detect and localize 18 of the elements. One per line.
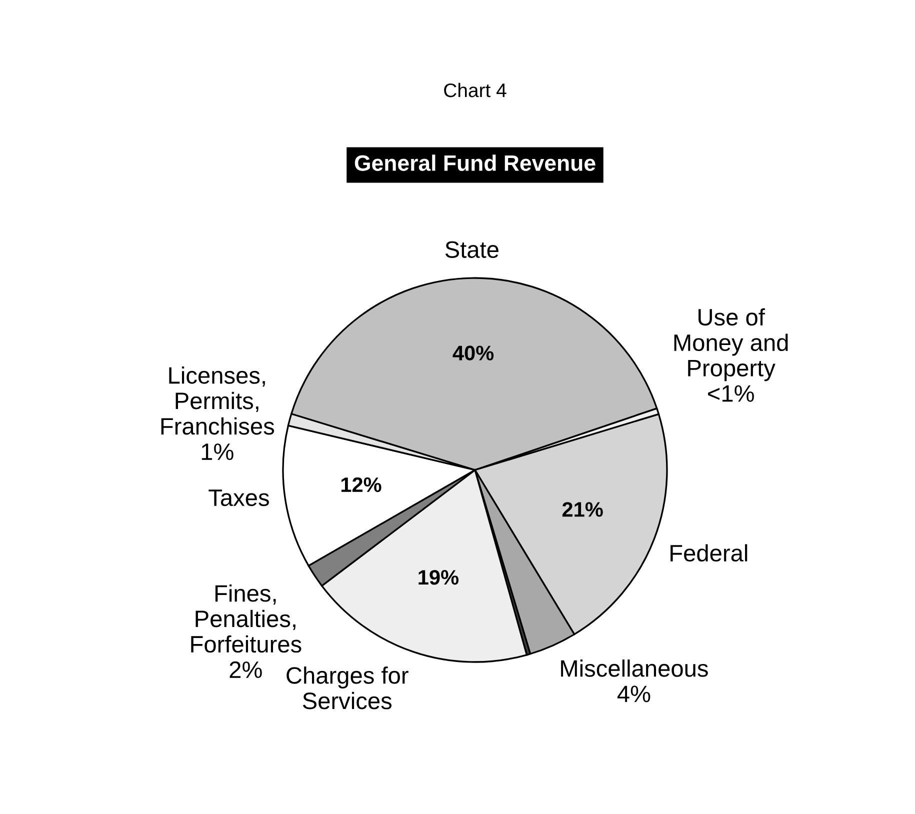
data-label: 4%	[617, 686, 650, 702]
data-label: 2%	[230, 661, 262, 678]
data-label: 19%	[418, 570, 459, 585]
data-label: 12%	[341, 477, 382, 492]
slice-label: Charges for Services	[286, 666, 408, 710]
slice-label: Federal	[670, 544, 748, 562]
chart-title: General Fund Revenue	[354, 154, 596, 171]
data-label: <1%	[708, 385, 754, 402]
slice-label: Use of Money and Property	[674, 308, 788, 382]
chart-subtitle: Chart 4	[444, 82, 506, 98]
data-label: 21%	[562, 502, 603, 517]
slice-label: State	[445, 241, 498, 258]
slice-label: Fines, Penalties, Forfeitures	[191, 584, 302, 653]
data-label: 40%	[452, 346, 494, 360]
data-label: 1%	[202, 444, 234, 460]
slice-label: Licenses, Permits, Franchises	[161, 366, 274, 435]
slice-label: Miscellaneous	[561, 660, 708, 677]
slice-label: Taxes	[208, 490, 269, 506]
